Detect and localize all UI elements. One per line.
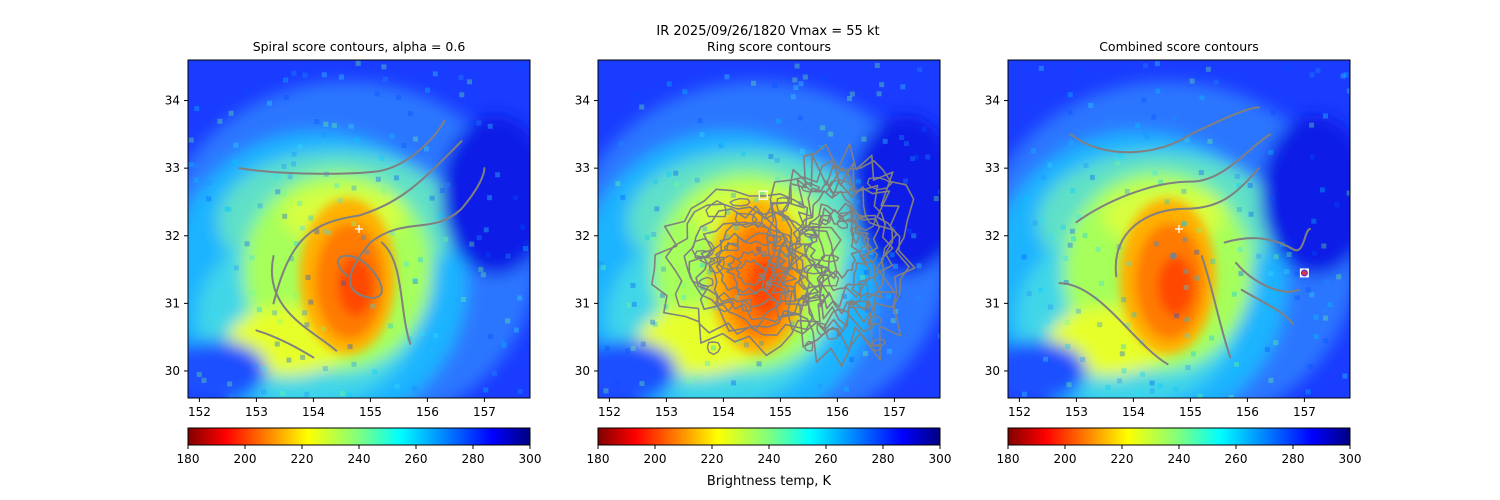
y-tick-label: 32 — [165, 229, 180, 243]
ir-brightness-image — [598, 60, 940, 398]
x-tick-label: 157 — [473, 405, 496, 419]
x-tick-label: 155 — [359, 405, 382, 419]
x-tick-label: 156 — [826, 405, 849, 419]
colorbar-tick-label: 240 — [1168, 452, 1191, 466]
x-tick-label: 152 — [188, 405, 211, 419]
colorbar-tick-label: 300 — [929, 452, 952, 466]
colorbar-tick-label: 300 — [1339, 452, 1362, 466]
colorbar-tick-label: 200 — [234, 452, 257, 466]
y-tick-label: 32 — [985, 229, 1000, 243]
axes-frame — [1007, 59, 1351, 399]
colorbar-tick-label: 260 — [815, 452, 838, 466]
colorbar-tick-label: 240 — [348, 452, 371, 466]
x-tick-label: 155 — [1179, 405, 1202, 419]
y-tick-label: 33 — [575, 161, 590, 175]
colorbar-tick-label: 180 — [177, 452, 200, 466]
colorbar-tick-label: 280 — [872, 452, 895, 466]
y-tick-label: 31 — [575, 296, 590, 310]
score-contours — [1058, 106, 1312, 366]
x-tick-label: 154 — [302, 405, 325, 419]
y-tick-label: 32 — [575, 229, 590, 243]
colorbar-tick-label: 280 — [462, 452, 485, 466]
x-tick-label: 156 — [1236, 405, 1259, 419]
y-tick-label: 30 — [985, 364, 1000, 378]
panel-2: Ring score contours 152 153 154 155 156 157 30 3… — [575, 39, 952, 466]
panel-1: Spiral score contours, alpha = 0.6 152 153… — [165, 39, 542, 466]
y-tick-label: 34 — [575, 94, 590, 108]
x-tick-label: 153 — [245, 405, 268, 419]
colorbar-tick-label: 240 — [758, 452, 781, 466]
colorbar-tick-label: 220 — [701, 452, 724, 466]
y-tick-label: 30 — [165, 364, 180, 378]
colorbar-tick-label: 220 — [291, 452, 314, 466]
colorbar — [187, 427, 531, 446]
ir-brightness-image — [1008, 60, 1350, 398]
x-tick-label: 153 — [1065, 405, 1088, 419]
colorbar-tick-label: 260 — [405, 452, 428, 466]
x-tick-label: 152 — [598, 405, 621, 419]
x-tick-label: 155 — [769, 405, 792, 419]
ir-brightness-image — [188, 60, 530, 398]
colorbar-tick-label: 260 — [1225, 452, 1248, 466]
x-tick-label: 154 — [1122, 405, 1145, 419]
colorbar-label: Brightness temp, K — [707, 474, 832, 489]
axes-frame — [597, 59, 941, 399]
colorbar — [1007, 427, 1351, 446]
center-marker-plus — [355, 225, 363, 233]
x-tick-label: 153 — [655, 405, 678, 419]
center-marker-square — [758, 190, 768, 200]
panel-3: Combined score contours 152 153 154 155 156 15… — [985, 39, 1362, 466]
secondary-marker-dot — [1169, 252, 1177, 260]
colorbar-tick-label: 180 — [587, 452, 610, 466]
x-tick-label: 157 — [883, 405, 906, 419]
y-tick-label: 33 — [165, 161, 180, 175]
y-tick-label: 31 — [985, 296, 1000, 310]
y-tick-label: 30 — [575, 364, 590, 378]
axes-frame — [187, 59, 531, 399]
center-marker-plus — [1175, 225, 1183, 233]
colorbar-tick-label: 180 — [997, 452, 1020, 466]
x-tick-label: 152 — [1008, 405, 1031, 419]
colorbar-tick-label: 300 — [519, 452, 542, 466]
colorbar-tick-label: 280 — [1282, 452, 1305, 466]
colorbar-tick-label: 220 — [1111, 452, 1134, 466]
colorbar-tick-label: 200 — [1054, 452, 1077, 466]
figure-suptitle: IR 2025/09/26/1820 Vmax = 55 kt — [656, 24, 879, 39]
score-contours — [238, 119, 486, 359]
colorbar — [597, 427, 941, 446]
colorbar-tick-label: 200 — [644, 452, 667, 466]
score-contours — [651, 143, 916, 367]
y-tick-label: 31 — [165, 296, 180, 310]
y-tick-label: 34 — [165, 94, 180, 108]
panel-title: Ring score contours — [707, 39, 831, 54]
secondary-marker-circle — [1300, 269, 1308, 277]
y-tick-label: 34 — [985, 94, 1000, 108]
panels: Spiral score contours, alpha = 0.6 152 153… — [165, 39, 1362, 466]
panel-title: Spiral score contours, alpha = 0.6 — [253, 39, 466, 54]
x-tick-label: 157 — [1293, 405, 1316, 419]
x-tick-label: 154 — [712, 405, 735, 419]
x-tick-label: 156 — [416, 405, 439, 419]
panel-title: Combined score contours — [1099, 39, 1259, 54]
y-tick-label: 33 — [985, 161, 1000, 175]
